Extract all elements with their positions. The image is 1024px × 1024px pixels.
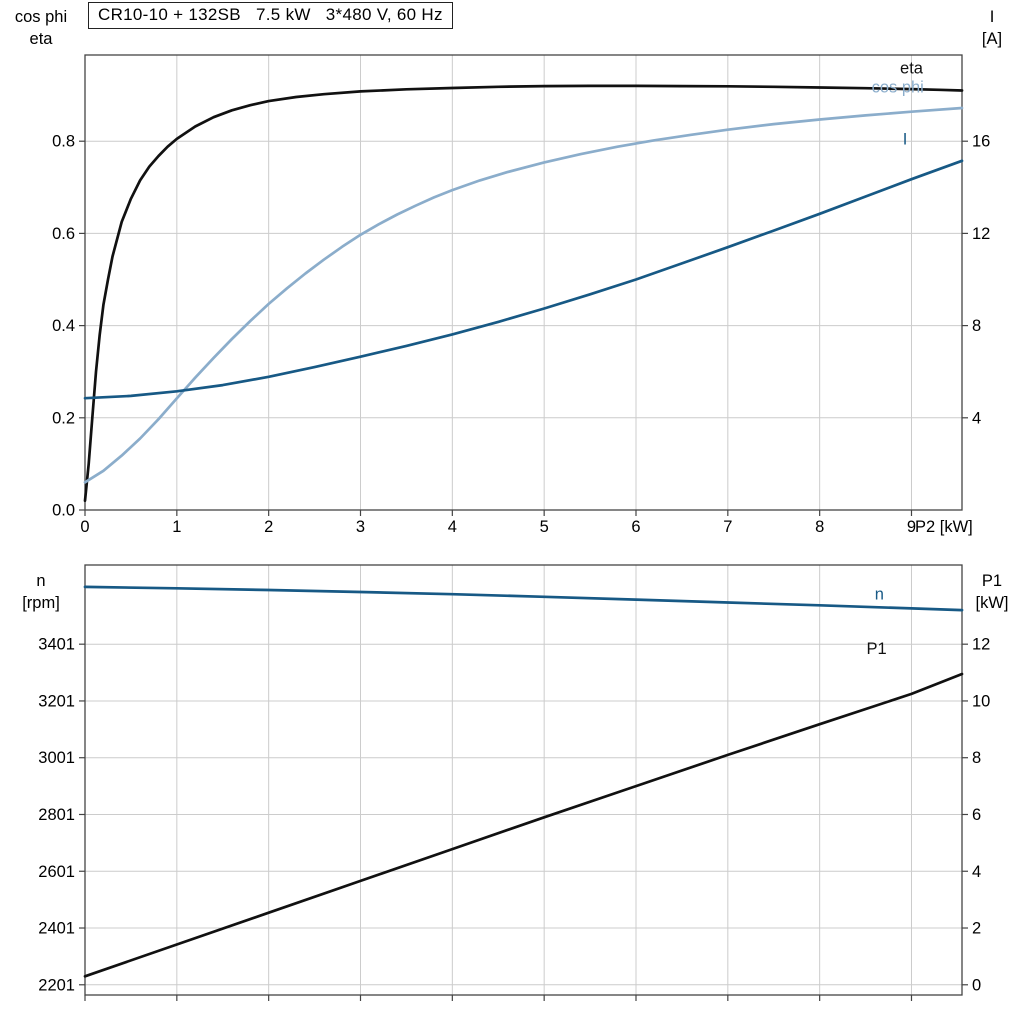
svg-text:2801: 2801 — [38, 806, 75, 824]
axis-title-eta: eta — [29, 30, 53, 48]
svg-text:6: 6 — [631, 518, 640, 536]
axis-title-current: I — [989, 8, 995, 26]
svg-text:8: 8 — [972, 749, 981, 767]
svg-text:4: 4 — [448, 518, 457, 536]
svg-text:3: 3 — [356, 518, 365, 536]
axis-title-cos-phi: cos phi — [14, 8, 68, 26]
right-axis-title-power: P1 [kW] — [963, 570, 1021, 614]
speed-power-chart-plot: 2201 2401 2601 2801 3001 3201 3401 0 2 4 6 8 10 12 n P1 — [38, 564, 990, 1001]
right-axis-title-current: I [A] — [963, 6, 1021, 50]
svg-text:16: 16 — [972, 133, 990, 151]
axis-title-power: P1 — [981, 572, 1003, 590]
svg-text:P2 [kW]: P2 [kW] — [915, 518, 973, 536]
svg-text:2201: 2201 — [38, 976, 75, 994]
svg-text:4: 4 — [972, 863, 981, 881]
svg-text:6: 6 — [972, 806, 981, 824]
svg-text:9: 9 — [907, 518, 916, 536]
svg-text:3201: 3201 — [38, 692, 75, 710]
svg-text:4: 4 — [972, 409, 981, 427]
chart-title: CR10-10 + 132SB 7.5 kW 3*480 V, 60 Hz — [88, 2, 453, 29]
svg-text:2601: 2601 — [38, 863, 75, 881]
svg-text:10: 10 — [972, 692, 990, 710]
svg-text:12: 12 — [972, 636, 990, 654]
speed-power-chart: 2201 2401 2601 2801 3001 3201 3401 0 2 4 6 8 10 12 n P1… — [0, 545, 1024, 1024]
svg-text:0: 0 — [972, 976, 981, 994]
svg-text:1: 1 — [172, 518, 181, 536]
svg-text:0.2: 0.2 — [52, 409, 75, 427]
svg-text:0.4: 0.4 — [52, 317, 75, 335]
left-axis-title-cosphi-eta: cos phi eta — [0, 6, 82, 50]
svg-text:3401: 3401 — [38, 636, 75, 654]
svg-text:P1: P1 — [867, 640, 887, 658]
svg-text:n: n — [875, 586, 884, 604]
svg-text:0.8: 0.8 — [52, 133, 75, 151]
svg-text:12: 12 — [972, 225, 990, 243]
svg-text:8: 8 — [972, 317, 981, 335]
axis-title-power-unit: [kW] — [975, 594, 1009, 612]
axis-title-current-unit: [A] — [981, 30, 1003, 48]
left-axis-title-speed: n [rpm] — [0, 570, 82, 614]
svg-text:I: I — [903, 131, 908, 149]
svg-text:0: 0 — [80, 518, 89, 536]
svg-text:8: 8 — [815, 518, 824, 536]
electrical-characteristics-chart: 0 1 2 3 4 5 6 7 8 9 0.0 0.2 0.4 0.6 0.8 4 8 12 16 eta cos ph… — [0, 2, 1021, 536]
svg-text:0.6: 0.6 — [52, 225, 75, 243]
svg-text:2401: 2401 — [38, 920, 75, 938]
svg-text:eta: eta — [900, 59, 924, 77]
svg-text:5: 5 — [540, 518, 549, 536]
svg-text:2: 2 — [972, 920, 981, 938]
axis-title-speed-unit: [rpm] — [22, 594, 60, 612]
svg-text:2: 2 — [264, 518, 273, 536]
svg-text:7: 7 — [723, 518, 732, 536]
svg-text:cos phi: cos phi — [872, 78, 924, 96]
svg-text:0.0: 0.0 — [52, 502, 75, 520]
axis-title-speed: n — [36, 572, 46, 590]
svg-text:3001: 3001 — [38, 749, 75, 767]
